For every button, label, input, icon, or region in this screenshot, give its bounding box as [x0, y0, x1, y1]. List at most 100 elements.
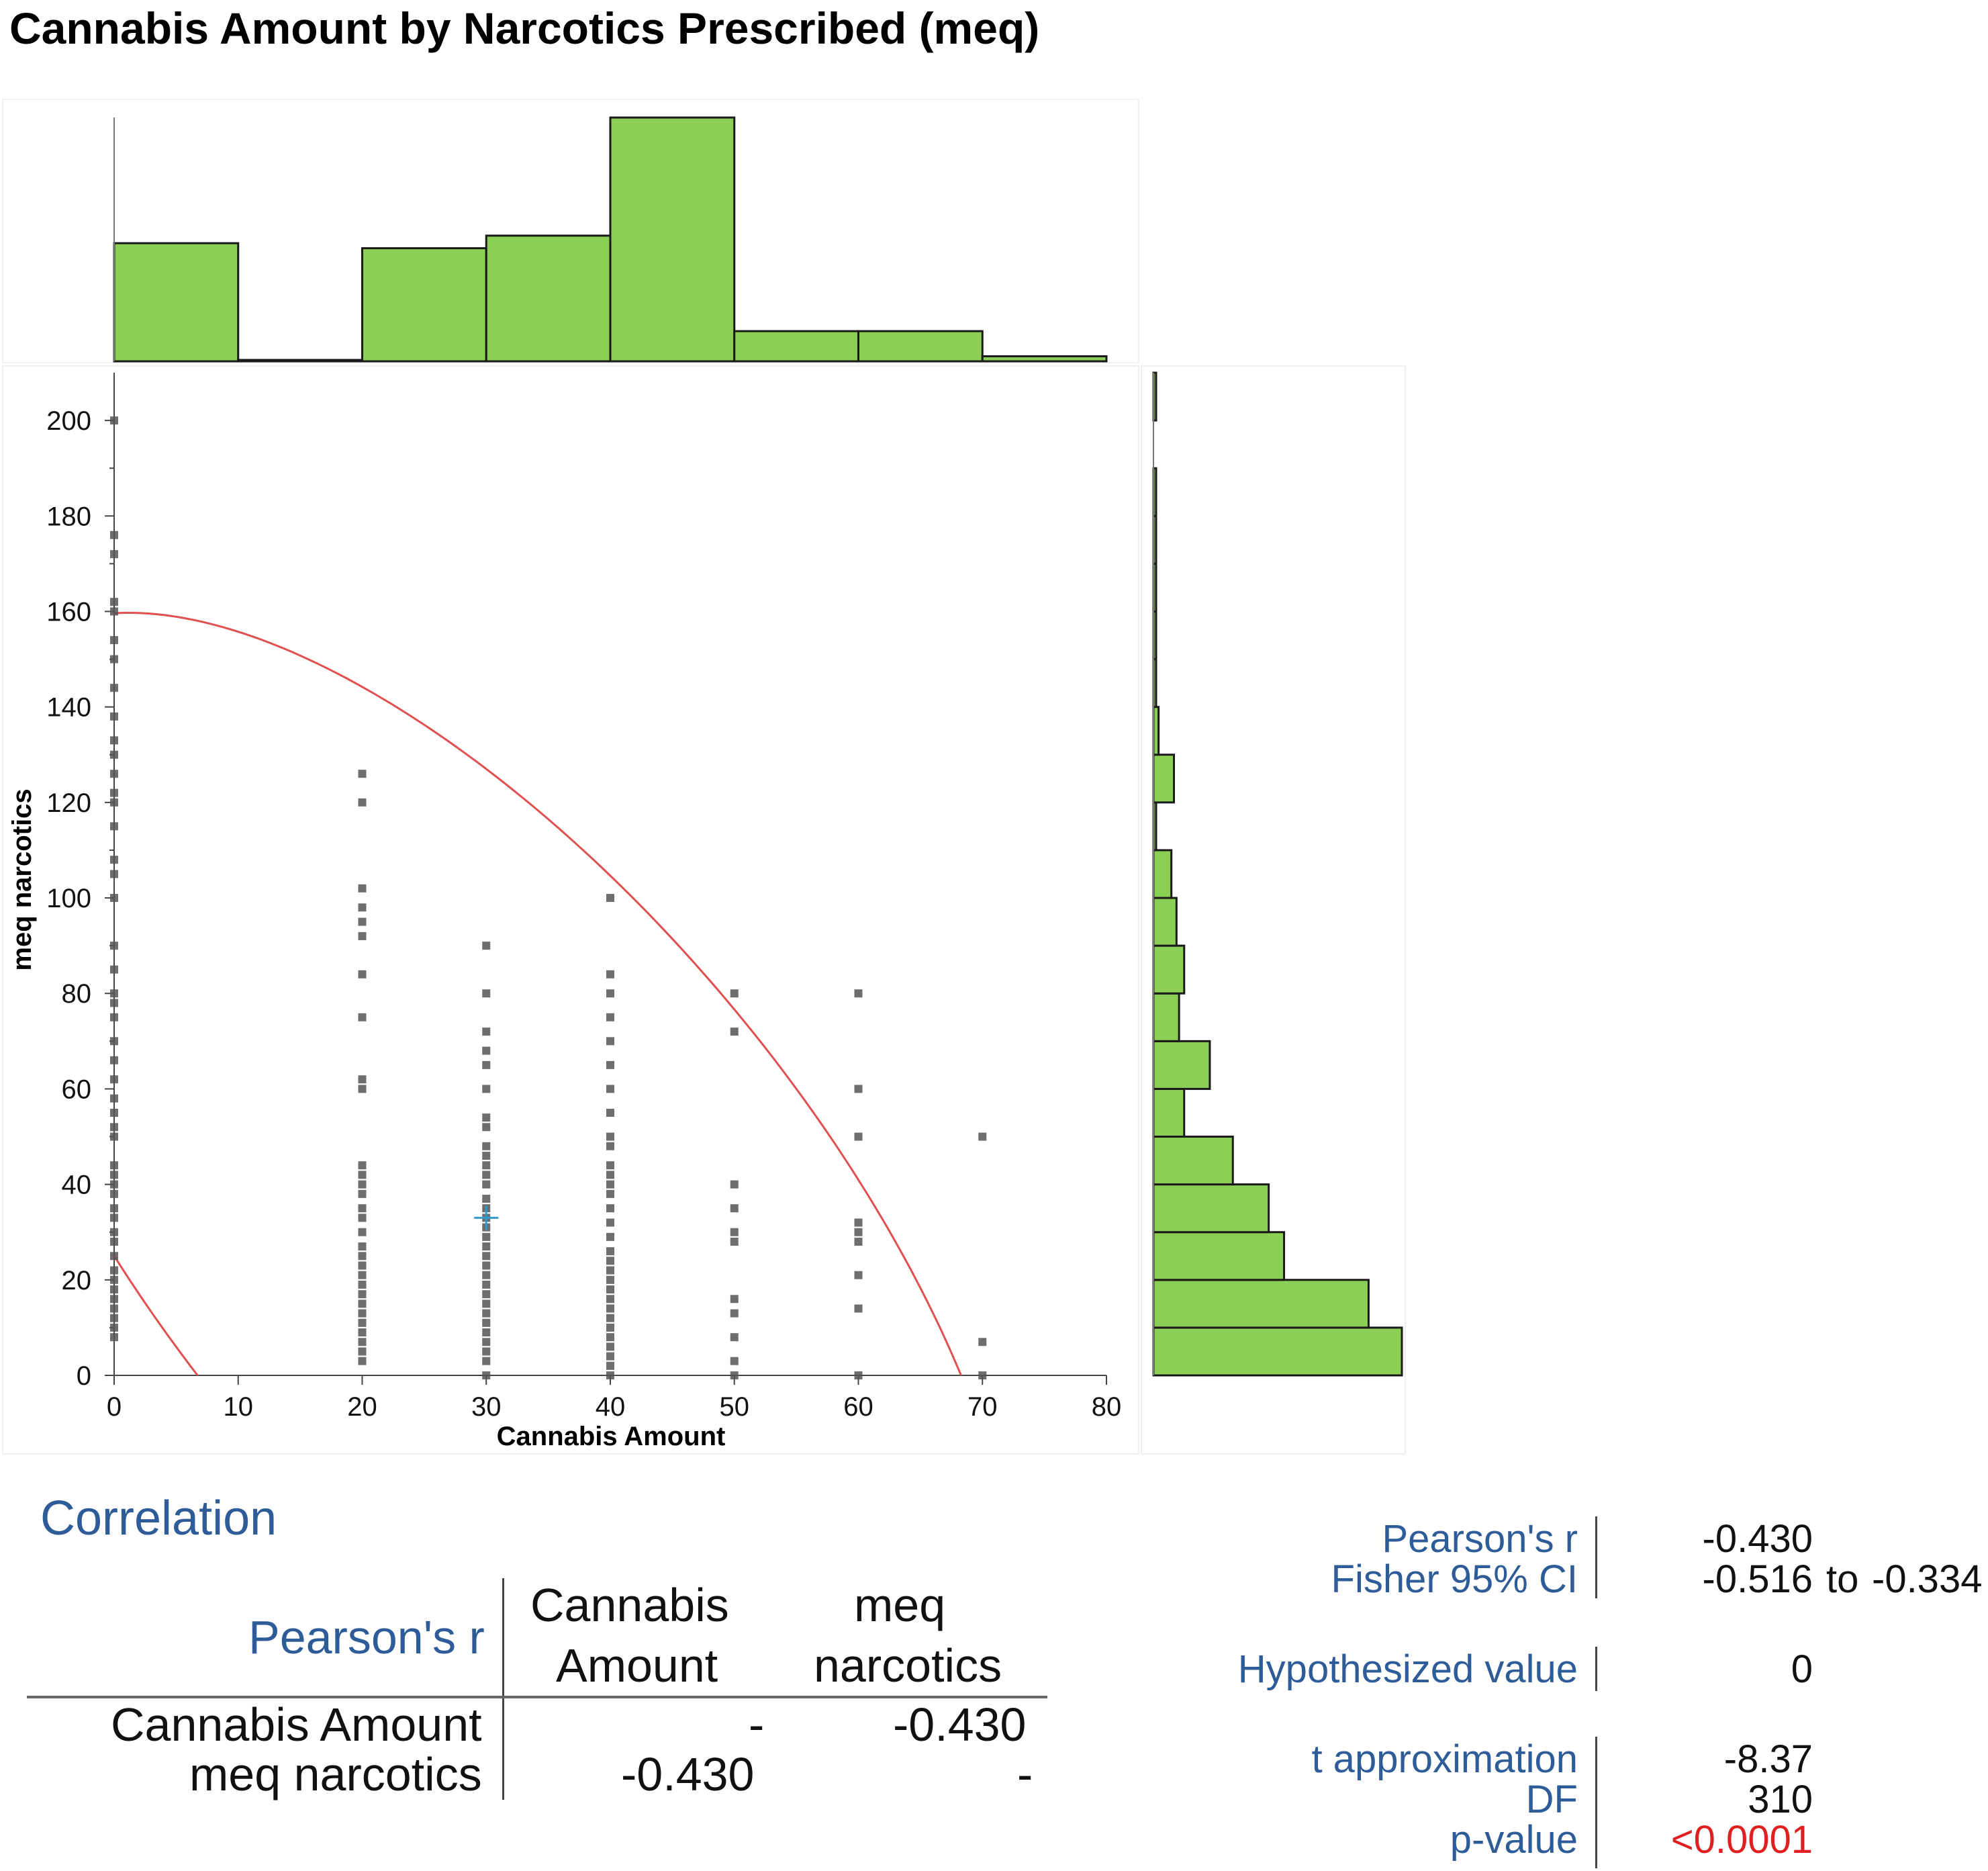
right-hist-bar: [1152, 1279, 1370, 1329]
scatter-point: [358, 1171, 367, 1179]
scatter-point: [606, 1314, 614, 1322]
scatter-point: [358, 770, 367, 778]
scatter-point: [482, 1151, 491, 1160]
scatter-point: [482, 1309, 491, 1318]
x-tick-label: 50: [720, 1392, 750, 1422]
scatter-point: [482, 1338, 491, 1347]
scatter-point: [606, 1161, 614, 1170]
scatter-point: [606, 1285, 614, 1294]
y-tick-label: 100: [46, 884, 91, 913]
scatter-point: [482, 1161, 491, 1170]
scatter-point: [110, 1204, 118, 1213]
scatter-point: [482, 1371, 491, 1379]
scatter-point: [110, 770, 118, 778]
scatter-point: [110, 999, 118, 1007]
scatter-point: [358, 1075, 367, 1084]
matrix-col1-line1: Cannabis: [530, 1579, 729, 1631]
scatter-point: [358, 917, 367, 926]
scatter-point: [606, 1333, 614, 1342]
scatter-point: [606, 1295, 614, 1304]
x-tick-label: 60: [843, 1392, 873, 1422]
top-hist-bar: [609, 116, 736, 363]
scatter-point: [358, 1261, 367, 1270]
scatter-point: [606, 1142, 614, 1150]
y-tick-label: 200: [46, 406, 91, 436]
scatter-point: [110, 684, 118, 692]
right-hist-bar: [1152, 1326, 1403, 1377]
scatter-point: [110, 1285, 118, 1294]
scatter-point: [606, 1171, 614, 1179]
scatter-point: [358, 1357, 367, 1365]
scatter-point: [110, 636, 118, 645]
scatter-point: [606, 1132, 614, 1141]
scatter-point: [606, 1342, 614, 1351]
scatter-point: [482, 1028, 491, 1036]
fisher-low: -0.516: [1702, 1557, 1813, 1601]
scatter-point: [482, 942, 491, 950]
scatter-point: [110, 736, 118, 745]
scatter-point: [606, 1257, 614, 1265]
scatter-point: [730, 1204, 739, 1213]
scatter-point: [358, 1204, 367, 1213]
scatter-point: [110, 1180, 118, 1189]
scatter-point: [730, 1237, 739, 1246]
x-tick-label: 80: [1092, 1392, 1122, 1422]
right-hist-bar: [1152, 1183, 1270, 1234]
scatter-point: [110, 1013, 118, 1021]
scatter-point: [110, 856, 118, 864]
stats-divider-2: [1595, 1647, 1597, 1691]
y-tick-label: 20: [62, 1266, 92, 1295]
scatter-point: [110, 965, 118, 974]
scatter-point: [110, 798, 118, 807]
y-tick-label: 80: [62, 979, 92, 1009]
scatter-point: [110, 607, 118, 616]
scatter-point: [730, 1371, 739, 1379]
right-hist-bar: [1152, 897, 1178, 947]
scatter-point: [110, 1214, 118, 1222]
mean-marker-layer: [474, 1205, 499, 1230]
scatter-point: [110, 942, 118, 950]
scatter-point: [358, 1318, 367, 1327]
scatter-point: [606, 1013, 614, 1021]
scatter-point: [358, 1290, 367, 1299]
scatter-point: [110, 870, 118, 878]
scatter-point: [730, 1228, 739, 1236]
scatter-point: [482, 1123, 491, 1132]
scatter-point: [606, 1180, 614, 1189]
scatter-point: [606, 1204, 614, 1213]
x-tick-label: 10: [224, 1392, 254, 1422]
y-tick-label: 40: [62, 1171, 92, 1200]
scatter-point: [110, 1171, 118, 1179]
scatter-point: [358, 903, 367, 912]
scatter-point: [110, 531, 118, 539]
matrix-row1-label: Cannabis Amount: [111, 1698, 482, 1751]
t-approx-value: -8.37: [1723, 1737, 1813, 1781]
scatter-point: [730, 1180, 739, 1189]
scatter-point: [110, 1304, 118, 1313]
scatter-point: [482, 1085, 491, 1093]
x-tick-label: 30: [471, 1392, 502, 1422]
top-histogram: [113, 116, 1108, 363]
scatter-point: [482, 1180, 491, 1189]
scatter-point: [482, 1299, 491, 1308]
top-hist-bar: [361, 247, 487, 363]
p-value: <0.0001: [1670, 1818, 1813, 1862]
right-hist-bar: [1152, 1087, 1186, 1138]
scatter-point: [730, 1309, 739, 1318]
scatter-point: [358, 931, 367, 940]
x-tick-label: 40: [596, 1392, 626, 1422]
matrix-row2-col2: -: [1017, 1748, 1033, 1800]
scatter-point: [606, 1189, 614, 1198]
scatter-point: [854, 989, 863, 998]
scatter-point: [482, 1060, 491, 1069]
scatter-point: [606, 894, 614, 903]
scatter-point: [606, 1361, 614, 1370]
scatter-point: [110, 1314, 118, 1322]
scatter-point: [854, 1132, 863, 1141]
scatter-point: [606, 1323, 614, 1332]
scatter-point: [482, 1357, 491, 1365]
correlation-title: Correlation: [40, 1492, 277, 1545]
scatter-point: [730, 1028, 739, 1036]
scatter-point: [358, 1299, 367, 1308]
y-tick-label: 60: [62, 1075, 92, 1104]
